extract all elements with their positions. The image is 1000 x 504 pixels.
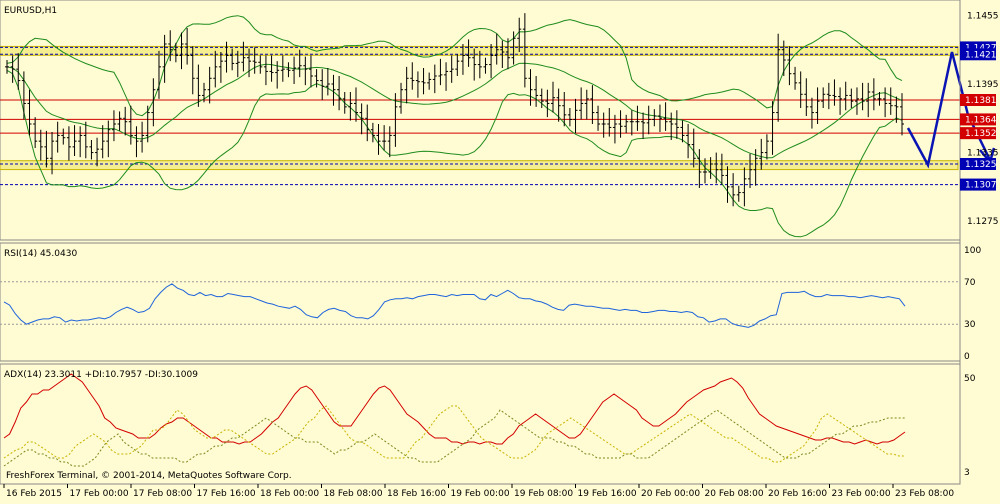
candlesticks [5, 13, 904, 207]
bb-upper [6, 15, 903, 117]
price-tag-label: 1.1421 [965, 50, 997, 60]
bb-middle [6, 62, 903, 159]
rsi-line [3, 283, 906, 328]
bb-lower [6, 69, 903, 238]
rsi-plot [0, 281, 960, 328]
price-tag-box [960, 48, 996, 61]
price-tag-label: 1.1307 [965, 181, 997, 191]
x-tick-label: 16 Feb 2015 [6, 489, 62, 499]
price-tick-label: 1.1335 [967, 149, 999, 159]
price-tick-label: 1.1275 [967, 217, 999, 227]
x-tick-label: 23 Feb 08:00 [895, 489, 954, 499]
x-tick-label: 18 Feb 00:00 [260, 489, 319, 499]
price-tag-box [960, 113, 996, 126]
price-tag-box [960, 94, 996, 106]
x-tick-label: 19 Feb 16:00 [578, 489, 637, 499]
rsi-tick-label: 0 [964, 352, 970, 362]
symbol-title: EURUSD,H1 [4, 6, 57, 16]
x-tick-label: 17 Feb 00:00 [70, 489, 129, 499]
plus-di-line [3, 405, 905, 463]
minus-di-line [3, 409, 905, 467]
zone-1 [0, 160, 959, 171]
price-tag-label: 1.1364 [965, 115, 997, 125]
axes: 1.14551.13951.13351.12751.14271.14211.13… [3, 0, 999, 499]
adx-tick-label: 3 [964, 468, 970, 478]
x-tick-label: 17 Feb 08:00 [133, 489, 192, 499]
adx-plot [3, 373, 906, 467]
price-tick-label: 1.1455 [967, 11, 999, 21]
footer-copyright: FreshForex Terminal, © 2001-2014, MetaQu… [6, 471, 292, 481]
rsi-title: RSI(14) 45.0430 [4, 249, 77, 259]
price-tick-label: 1.1395 [967, 80, 999, 90]
price-tag-label: 1.1381 [965, 96, 997, 106]
x-tick-label: 19 Feb 08:00 [514, 489, 573, 499]
x-tick-label: 18 Feb 08:00 [324, 489, 383, 499]
bollinger-bands [6, 15, 903, 238]
x-tick-label: 17 Feb 16:00 [197, 489, 256, 499]
zone-0 [0, 45, 959, 56]
x-tick-label: 23 Feb 00:00 [832, 489, 891, 499]
rsi-tick-label: 70 [964, 278, 976, 288]
rsi-tick-label: 100 [964, 246, 981, 256]
adx-pane [0, 363, 961, 485]
price-pane [0, 0, 961, 241]
adx-title: ADX(14) 23.3011 +DI:10.7957 -DI:30.1009 [4, 370, 198, 380]
price-tag-box [960, 178, 996, 191]
rsi-tick-label: 30 [964, 320, 976, 330]
price-tag-box [960, 127, 996, 140]
price-tag-label: 1.1325 [965, 160, 997, 170]
x-tick-label: 18 Feb 16:00 [387, 489, 446, 499]
support-resistance-zones [0, 45, 959, 171]
rsi-pane [0, 242, 961, 362]
x-tick-label: 20 Feb 16:00 [768, 489, 827, 499]
price-tag-box [960, 158, 996, 170]
adx-tick-label: 50 [964, 374, 976, 384]
x-tick-label: 20 Feb 08:00 [705, 489, 764, 499]
adx-line [3, 373, 906, 445]
x-tick-label: 19 Feb 00:00 [451, 489, 510, 499]
x-tick-label: 20 Feb 00:00 [641, 489, 700, 499]
price-tag-label: 1.1352 [965, 129, 997, 139]
